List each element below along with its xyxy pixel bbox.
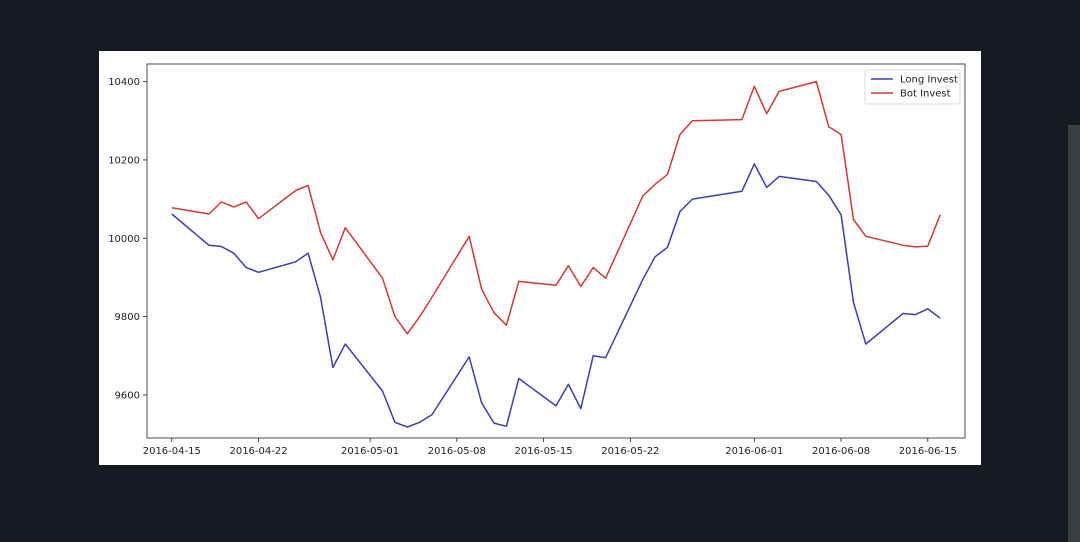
series-line-1 <box>171 80 941 335</box>
y-tick-label: 9800 <box>115 312 140 323</box>
x-tick-label: 2016-05-01 <box>341 446 399 457</box>
y-tick-label: 9600 <box>115 390 140 401</box>
plot-frame <box>146 63 966 439</box>
y-tick-label: 10400 <box>108 77 140 88</box>
x-tick-label: 2016-06-01 <box>725 446 783 457</box>
y-tick-label: 10200 <box>108 155 140 166</box>
legend: Long Invest Bot Invest <box>864 69 961 105</box>
x-tick-label: 2016-04-15 <box>143 446 201 457</box>
x-tick-label: 2016-05-22 <box>601 446 659 457</box>
y-axis: 9600 9800 10000 10200 10400 <box>108 77 147 401</box>
page-scrollbar[interactable] <box>1068 125 1080 542</box>
x-tick-label: 2016-05-08 <box>428 446 486 457</box>
series-lines <box>171 80 941 428</box>
series-line-0 <box>171 163 941 428</box>
y-tick-label: 10000 <box>108 234 140 245</box>
x-tick-label: 2016-06-15 <box>899 446 957 457</box>
x-axis: 2016-04-15 2016-04-22 2016-05-01 2016-05-08… <box>143 438 957 457</box>
legend-label: Bot Invest <box>900 89 951 100</box>
x-tick-label: 2016-06-08 <box>812 446 870 457</box>
x-tick-label: 2016-04-22 <box>229 446 287 457</box>
legend-label: Long Invest <box>900 75 958 86</box>
x-tick-label: 2016-05-15 <box>515 446 573 457</box>
chart-card: 9600 9800 10000 10200 10400 2016-04-15 2016-0… <box>99 51 981 465</box>
